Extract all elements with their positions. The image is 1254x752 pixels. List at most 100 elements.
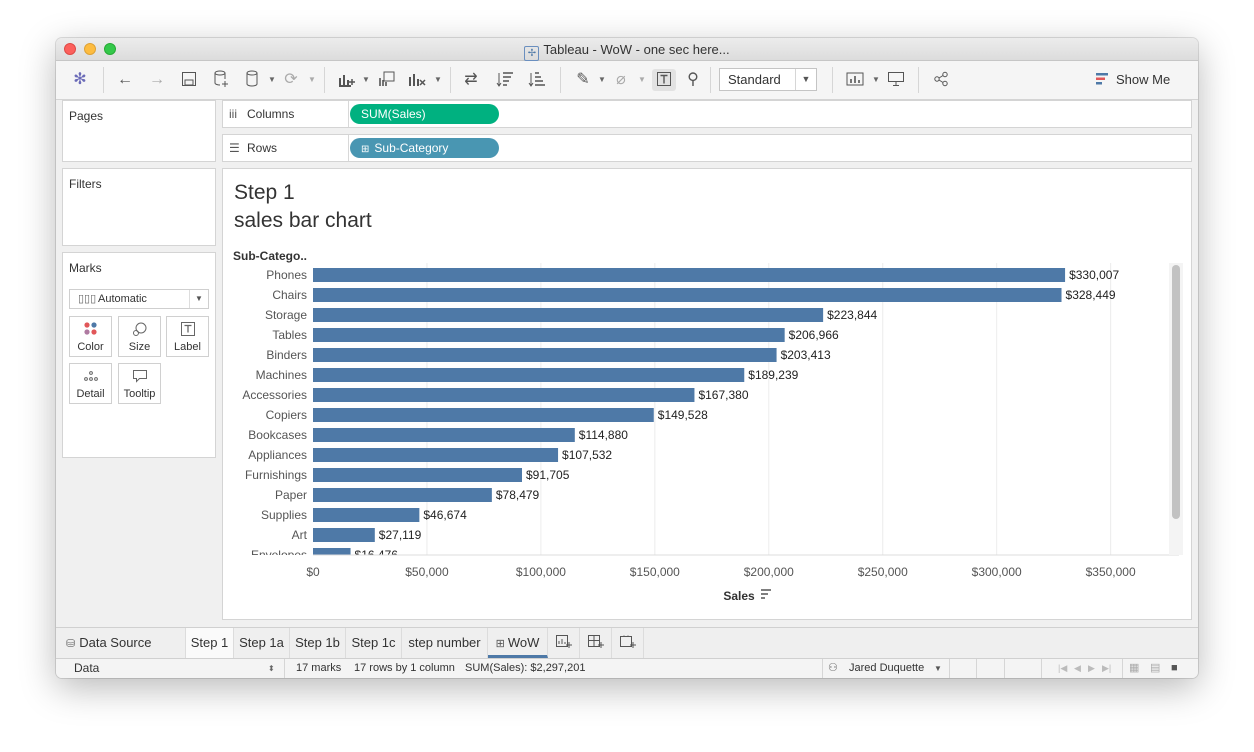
category-label: Art [292,528,308,542]
user-dropdown-icon[interactable]: ▼ [934,664,942,673]
tab-data-source[interactable]: ⛁ Data Source [56,628,186,658]
swap-icon[interactable]: ⇄ [464,71,478,88]
label-label: Label [174,341,201,353]
columns-label: Columns [247,107,295,121]
save-icon[interactable] [178,69,200,91]
bar [313,328,785,342]
x-tick-label: $0 [306,565,320,579]
presentation-icon[interactable] [884,69,908,91]
sort-descending-icon[interactable] [526,69,548,91]
detail-label: Detail [76,388,105,400]
new-datasource-icon[interactable] [210,69,232,91]
data-label: $107,532 [562,448,612,462]
bar [313,408,654,422]
undo-icon[interactable]: ← [117,71,133,88]
mark-type-dropdown[interactable]: ▯▯▯ Automatic ▼ [69,289,209,309]
prev-sheet-icon[interactable]: ◀ [1074,663,1081,673]
share-icon[interactable] [930,69,952,91]
size-button[interactable]: Size [118,316,161,357]
datasource-icon[interactable] [242,69,264,91]
group-dropdown-icon[interactable]: ▼ [638,75,646,84]
group-icon[interactable]: ⌀ [616,71,626,88]
sheet-sorter-icon[interactable]: ▦ [1129,662,1140,674]
tabs-view-icon[interactable]: ■ [1171,662,1178,674]
tableau-logo-icon[interactable]: ✻ [73,71,87,88]
data-label: $46,674 [423,508,467,522]
highlight-icon[interactable]: ✎ [576,71,590,88]
rows-shelf-label-wrap: ☰ Rows [229,141,277,155]
fix-axes-icon[interactable]: ⚲ [687,71,699,88]
rows-label: Rows [247,141,278,155]
data-source-label: Data Source [79,635,152,650]
next-sheet-icon[interactable]: ▶ [1088,663,1095,673]
refresh-icon[interactable]: ⟳ [284,71,298,88]
close-window-button[interactable] [64,43,76,55]
duplicate-icon[interactable] [376,69,398,91]
detail-button[interactable]: Detail [69,363,112,404]
new-dashboard-tab-icon[interactable] [580,628,612,658]
show-me-button[interactable]: Show Me [1096,69,1170,91]
show-cards-dropdown-icon[interactable]: ▼ [872,75,880,84]
tooltip-button[interactable]: Tooltip [118,363,161,404]
category-label: Appliances [248,448,307,462]
first-sheet-icon[interactable]: |◀ [1058,663,1068,673]
rows-icon: ☰ [229,141,240,155]
fit-dropdown[interactable]: Standard ▼ [719,68,817,91]
data-label: $206,966 [789,328,839,342]
label-button[interactable]: Label [166,316,209,357]
view-title-line2: sales bar chart [234,209,372,232]
sub-category-pill[interactable]: ⊞ Sub-Category [350,138,499,158]
data-pane-stepper-icon[interactable]: ⬍ [268,664,275,673]
tab-step-1a[interactable]: Step 1a [234,628,290,658]
tab-step-1b[interactable]: Step 1b [290,628,346,658]
datasource-dropdown-icon[interactable]: ▼ [268,75,276,84]
color-label: Color [77,341,104,353]
worksheet-view: Step 1 sales bar chart $0 $50,000 $100,000… [222,168,1192,620]
tab-step-1[interactable]: Step 1 [186,628,234,658]
filmstrip-icon[interactable]: ▤ [1150,662,1161,674]
user-name[interactable]: Jared Duquette [849,662,925,674]
zoom-window-button[interactable] [104,43,116,55]
redo-icon[interactable]: → [149,71,165,88]
bar [313,548,351,555]
x-tick-label: $300,000 [972,565,1022,579]
category-label: Storage [265,308,307,322]
sort-ascending-icon[interactable] [494,69,516,91]
refresh-dropdown-icon[interactable]: ▼ [308,75,316,84]
scrollbar-thumb [1172,265,1180,519]
data-label: $330,007 [1069,268,1119,282]
color-button[interactable]: Color [69,316,112,357]
status-bar: Data ⬍ 17 marks 17 rows by 1 column SUM(… [56,658,1198,678]
show-cards-icon[interactable] [844,69,868,91]
new-story-tab-icon[interactable] [612,628,644,658]
tab-step-number[interactable]: step number [402,628,488,658]
columns-shelf[interactable]: iii Columns SUM(Sales) [222,100,1192,128]
clear-sheet-icon[interactable] [406,69,428,91]
tooltip-icon [119,368,160,388]
pages-card[interactable]: Pages [62,100,216,162]
new-worksheet-icon[interactable] [336,69,358,91]
minimize-window-button[interactable] [84,43,96,55]
tab-step-1c[interactable]: Step 1c [346,628,402,658]
new-worksheet-tab-icon[interactable] [548,628,580,658]
clear-dropdown-icon[interactable]: ▼ [434,75,442,84]
bar [313,468,522,482]
sort-icon [761,589,771,599]
data-label: $27,119 [379,528,422,542]
sum-sales-pill[interactable]: SUM(Sales) [350,104,499,124]
highlight-dropdown-icon[interactable]: ▼ [598,75,606,84]
show-me-icon [1096,73,1108,85]
new-worksheet-dropdown-icon[interactable]: ▼ [362,75,370,84]
tab-wow[interactable]: ⊞ WoW [488,628,548,658]
show-labels-icon[interactable] [652,69,676,91]
bars-group: Phones $330,007 Chairs $328,449 Storage $223,… [242,268,1119,555]
window-title: Tableau - WoW - one sec here... [543,42,730,57]
rows-shelf[interactable]: ☰ Rows ⊞ Sub-Category [222,134,1192,162]
x-tick-label: $100,000 [516,565,566,579]
label-icon [167,321,208,341]
last-sheet-icon[interactable]: ▶| [1102,663,1112,673]
fit-value: Standard [728,72,781,87]
filters-card[interactable]: Filters [62,168,216,246]
toolbar: ✻ ← → ▼ ⟳ ▼ ▼ ▼ ⇄ [56,61,1198,100]
size-icon [119,321,160,341]
